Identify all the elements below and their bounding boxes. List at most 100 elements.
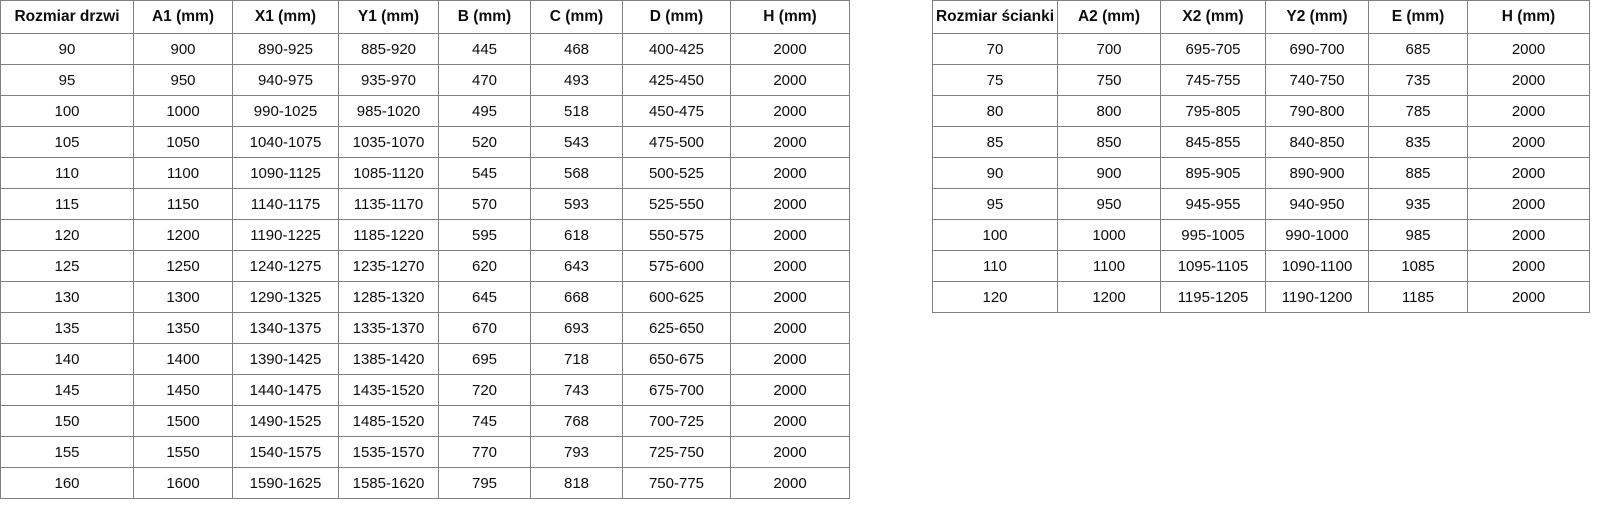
table-cell: 85 xyxy=(932,126,1058,158)
table-cell: 470 xyxy=(438,64,531,96)
table-cell: 90 xyxy=(932,157,1058,189)
table-cell: 1200 xyxy=(1057,281,1161,313)
table-cell: 2000 xyxy=(730,250,850,282)
table-cell: 425-450 xyxy=(622,64,731,96)
table-cell: 695 xyxy=(438,343,531,375)
table-cell: 468 xyxy=(530,33,623,65)
table-cell: 2000 xyxy=(730,219,850,251)
table-row: 75 750 745-755 740-750 735 2000 xyxy=(932,64,1590,96)
table-row: 150 1500 1490-1525 1485-1520 745 768 700-725 20… xyxy=(0,405,850,437)
column-header-wall-3: Y2 (mm) xyxy=(1265,0,1369,34)
table-cell: 1400 xyxy=(133,343,233,375)
table-cell: 493 xyxy=(530,64,623,96)
table-cell: 675-700 xyxy=(622,374,731,406)
table-cell: 785 xyxy=(1368,95,1468,127)
table-cell: 840-850 xyxy=(1265,126,1369,158)
table-cell: 885 xyxy=(1368,157,1468,189)
column-header-doors-4: B (mm) xyxy=(438,0,531,34)
table-cell: 985-1020 xyxy=(338,95,439,127)
table-cell: 770 xyxy=(438,436,531,468)
table-cell: 1135-1170 xyxy=(338,188,439,220)
table-cell: 1190-1225 xyxy=(232,219,339,251)
table-cell: 793 xyxy=(530,436,623,468)
table-cell: 543 xyxy=(530,126,623,158)
table-cell: 1600 xyxy=(133,467,233,499)
table-cell: 2000 xyxy=(730,374,850,406)
table-cell: 1190-1200 xyxy=(1265,281,1369,313)
table-cell: 935 xyxy=(1368,188,1468,220)
table-cell: 518 xyxy=(530,95,623,127)
table-cell: 1240-1275 xyxy=(232,250,339,282)
table-cell: 745-755 xyxy=(1160,64,1266,96)
table-cell: 1000 xyxy=(1057,219,1161,251)
table-cell: 735 xyxy=(1368,64,1468,96)
table-cell: 2000 xyxy=(730,95,850,127)
table-cell: 400-425 xyxy=(622,33,731,65)
table-cell: 1585-1620 xyxy=(338,467,439,499)
table-cell: 150 xyxy=(0,405,134,437)
table-cell: 620 xyxy=(438,250,531,282)
table-cell: 80 xyxy=(932,95,1058,127)
table-cell: 2000 xyxy=(730,467,850,499)
table-cell: 495 xyxy=(438,95,531,127)
table-cell: 1485-1520 xyxy=(338,405,439,437)
table-row: 160 1600 1590-1625 1585-1620 795 818 750-775 20… xyxy=(0,467,850,499)
table-cell: 110 xyxy=(932,250,1058,282)
table-cell: 750-775 xyxy=(622,467,731,499)
table-row: 125 1250 1240-1275 1235-1270 620 643 575-600 20… xyxy=(0,250,850,282)
table-cell: 2000 xyxy=(730,188,850,220)
table-cell: 643 xyxy=(530,250,623,282)
table-cell: 2000 xyxy=(730,312,850,344)
table-row: 70 700 695-705 690-700 685 2000 xyxy=(932,33,1590,65)
table-cell: 990-1000 xyxy=(1265,219,1369,251)
column-header-doors-5: C (mm) xyxy=(530,0,623,34)
table-cell: 2000 xyxy=(730,405,850,437)
table-cell: 2000 xyxy=(730,126,850,158)
wall-dimensions-table: Rozmiar ścianki A2 (mm) X2 (mm) Y2 (mm) E (m… xyxy=(932,0,1590,313)
table-cell: 1385-1420 xyxy=(338,343,439,375)
table-row: 90 900 895-905 890-900 885 2000 xyxy=(932,157,1590,189)
table-cell: 155 xyxy=(0,436,134,468)
table-cell: 1550 xyxy=(133,436,233,468)
table-cell: 1435-1520 xyxy=(338,374,439,406)
table-cell: 1035-1070 xyxy=(338,126,439,158)
table-cell: 445 xyxy=(438,33,531,65)
column-header-wall-2: X2 (mm) xyxy=(1160,0,1266,34)
table-cell: 2000 xyxy=(1467,188,1590,220)
column-header-doors-1: A1 (mm) xyxy=(133,0,233,34)
table-cell: 135 xyxy=(0,312,134,344)
table-row: 95 950 940-975 935-970 470 493 425-450 2000 xyxy=(0,64,850,96)
table-cell: 100 xyxy=(932,219,1058,251)
column-header-doors-6: D (mm) xyxy=(622,0,731,34)
table-cell: 575-600 xyxy=(622,250,731,282)
doors-dimensions-table: Rozmiar drzwi A1 (mm) X1 (mm) Y1 (mm) B (mm)… xyxy=(0,0,850,499)
column-header-wall-4: E (mm) xyxy=(1368,0,1468,34)
wall-table-body: 70 700 695-705 690-700 685 2000 75 750 745-755 74… xyxy=(932,33,1590,313)
table-cell: 750 xyxy=(1057,64,1161,96)
table-cell: 900 xyxy=(133,33,233,65)
table-cell: 625-650 xyxy=(622,312,731,344)
table-cell: 2000 xyxy=(730,281,850,313)
table-cell: 2000 xyxy=(730,33,850,65)
table-cell: 1590-1625 xyxy=(232,467,339,499)
table-cell: 685 xyxy=(1368,33,1468,65)
table-cell: 2000 xyxy=(730,157,850,189)
table-cell: 700-725 xyxy=(622,405,731,437)
table-cell: 890-900 xyxy=(1265,157,1369,189)
table-cell: 1195-1205 xyxy=(1160,281,1266,313)
table-cell: 2000 xyxy=(1467,250,1590,282)
table-cell: 2000 xyxy=(1467,219,1590,251)
table-row: 100 1000 990-1025 985-1020 495 518 450-475 2000 xyxy=(0,95,850,127)
table-cell: 105 xyxy=(0,126,134,158)
table-cell: 1040-1075 xyxy=(232,126,339,158)
table-cell: 740-750 xyxy=(1265,64,1369,96)
table-cell: 2000 xyxy=(1467,126,1590,158)
table-cell: 818 xyxy=(530,467,623,499)
table-cell: 885-920 xyxy=(338,33,439,65)
table-cell: 1185 xyxy=(1368,281,1468,313)
table-cell: 2000 xyxy=(730,64,850,96)
table-cell: 718 xyxy=(530,343,623,375)
table-cell: 790-800 xyxy=(1265,95,1369,127)
table-cell: 1100 xyxy=(1057,250,1161,282)
table-cell: 145 xyxy=(0,374,134,406)
